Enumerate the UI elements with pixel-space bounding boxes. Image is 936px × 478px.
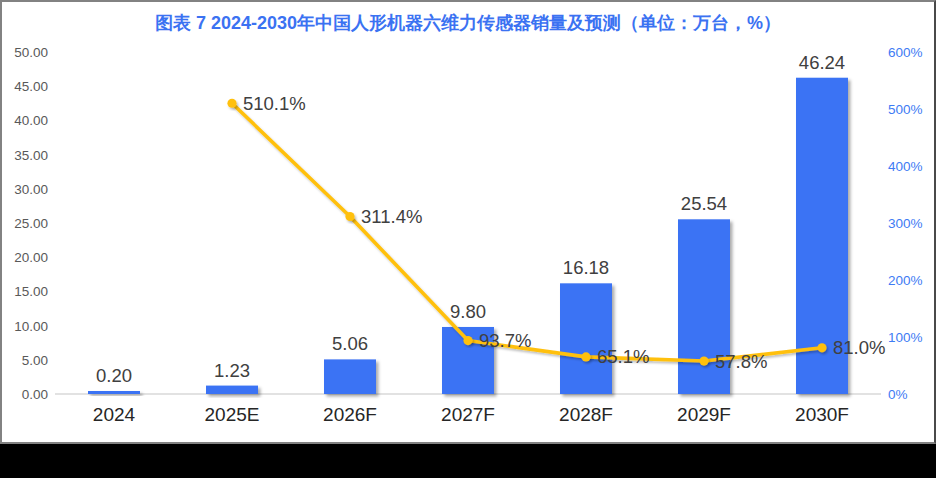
bar-value-label: 0.20 bbox=[96, 365, 132, 386]
left-axis-tick-label: 25.00 bbox=[14, 216, 48, 231]
x-axis-category-label: 2027F bbox=[441, 404, 495, 425]
right-axis-tick-label: 400% bbox=[888, 159, 923, 174]
x-axis-category-label: 2030F bbox=[795, 404, 849, 425]
right-axis-tick-label: 500% bbox=[888, 102, 923, 117]
left-axis-tick-label: 20.00 bbox=[14, 250, 48, 265]
line-marker-2028F bbox=[581, 352, 590, 361]
line-value-label: 311.4% bbox=[361, 206, 422, 227]
chart-canvas: 0.00 5.00 10.00 15.00 20.00 25.00 30.00 35.00 40… bbox=[2, 2, 934, 442]
left-axis-tick-label: 15.00 bbox=[14, 284, 48, 299]
line-marker-2025E bbox=[227, 99, 236, 108]
right-axis-tick-label: 100% bbox=[888, 330, 923, 345]
bar-2026F bbox=[324, 359, 376, 394]
bar-value-label: 25.54 bbox=[681, 193, 727, 214]
line-value-label: 65.1% bbox=[597, 346, 649, 367]
left-axis-tick-label: 0.00 bbox=[22, 387, 48, 402]
right-axis-tick-label: 200% bbox=[888, 273, 923, 288]
line-marker-2027F bbox=[463, 336, 472, 345]
line-value-label: 93.7% bbox=[479, 330, 531, 351]
line-value-label: 510.1% bbox=[243, 93, 306, 114]
growth-line bbox=[232, 103, 822, 361]
line-value-label: 57.8% bbox=[715, 351, 767, 372]
left-axis-tick-label: 30.00 bbox=[14, 182, 48, 197]
bar-value-label: 46.24 bbox=[799, 52, 845, 73]
chart-panel: 0.00 5.00 10.00 15.00 20.00 25.00 30.00 35.00 40… bbox=[0, 0, 936, 444]
x-axis-category-label: 2026F bbox=[323, 404, 377, 425]
left-axis-tick-label: 35.00 bbox=[14, 148, 48, 163]
bar-value-label: 1.23 bbox=[214, 360, 250, 381]
right-axis-tick-label: 600% bbox=[888, 45, 923, 60]
x-axis-category-label: 2028F bbox=[559, 404, 613, 425]
bar-value-label: 5.06 bbox=[332, 333, 368, 354]
line-marker-2029F bbox=[699, 356, 708, 365]
line-value-label: 81.0% bbox=[833, 337, 885, 358]
chart-title: 图表 7 2024-2030年中国人形机器六维力传感器销量及预测（单位：万台，%… bbox=[2, 11, 934, 35]
bar-2024 bbox=[88, 391, 140, 394]
x-axis-category-label: 2024 bbox=[93, 404, 136, 425]
bar-2028F bbox=[560, 283, 612, 394]
left-axis-tick-label: 5.00 bbox=[22, 353, 48, 368]
bar-value-label: 16.18 bbox=[563, 257, 609, 278]
x-axis-category-label: 2029F bbox=[677, 404, 731, 425]
left-axis-tick-label: 10.00 bbox=[14, 319, 48, 334]
left-axis-tick-label: 45.00 bbox=[14, 79, 48, 94]
left-axis-tick-label: 40.00 bbox=[14, 113, 48, 128]
left-axis-tick-label: 50.00 bbox=[14, 45, 48, 60]
bar-value-label: 9.80 bbox=[450, 301, 486, 322]
right-axis-tick-label: 0% bbox=[888, 387, 908, 402]
right-axis-tick-label: 300% bbox=[888, 216, 923, 231]
line-marker-2030F bbox=[817, 343, 826, 352]
x-axis-category-label: 2025E bbox=[205, 404, 260, 425]
bar-2025E bbox=[206, 386, 258, 394]
line-marker-2026F bbox=[345, 212, 354, 221]
